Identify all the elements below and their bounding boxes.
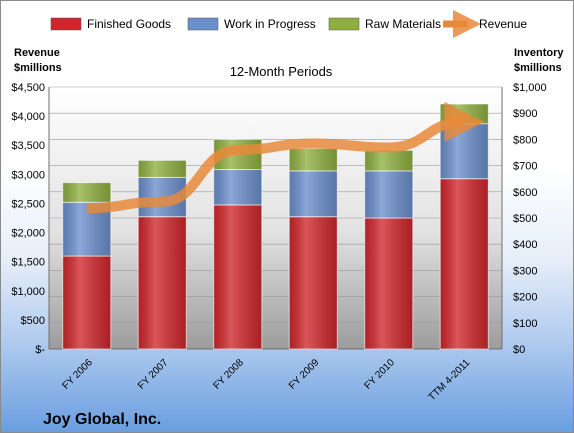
bar-shine [440, 123, 489, 179]
left-tick-label: $1,000 [11, 286, 45, 298]
bar-shine [364, 150, 413, 171]
left-axis-title-line1: Revenue [14, 47, 60, 59]
right-tick-label: $100 [513, 318, 537, 330]
left-axis-title-line2: $millions [14, 62, 62, 74]
left-axis-ticks: $- $500 $1,000 $1,500 $2,000 $2,500 $3,000 $3,5… [11, 82, 45, 356]
legend-label: Raw Materials [365, 17, 441, 31]
bar-shine [364, 170, 413, 218]
gridlines [48, 86, 503, 350]
chart-subtitle: 12-Month Periods [230, 64, 333, 79]
right-tick-label: $0 [513, 344, 525, 356]
bar-shine [364, 218, 413, 349]
bars [62, 103, 489, 350]
right-tick-label: $400 [513, 239, 537, 251]
revenue-line [86, 101, 485, 214]
left-tick-label: $3,500 [11, 140, 45, 152]
legend-swatch [187, 17, 219, 31]
bar-shine [440, 178, 489, 349]
left-tick-label: $- [35, 344, 45, 356]
legend-label: Work in Progress [224, 17, 316, 31]
x-tick-label: FY 2010 [362, 357, 397, 392]
x-tick-label: TTM 4-2011 [427, 357, 473, 403]
x-tick-label: FY 2009 [287, 357, 322, 392]
left-tick-label: $2,500 [11, 198, 45, 210]
left-tick-label: $1,500 [11, 257, 45, 269]
bar-shine [289, 170, 338, 217]
right-tick-label: $700 [513, 161, 537, 173]
x-tick-label: FY 2006 [60, 357, 95, 392]
right-tick-label: $900 [513, 108, 537, 120]
bar-shine [138, 216, 187, 349]
bar-shine [289, 148, 338, 171]
right-tick-label: $800 [513, 134, 537, 146]
legend: Finished Goods Work in Progress Raw Materi… [50, 10, 527, 38]
x-tick-label: FY 2008 [211, 357, 246, 392]
bar-shine [213, 204, 262, 349]
legend-label: Finished Goods [87, 17, 171, 31]
x-tick-label: FY 2007 [136, 357, 171, 392]
right-tick-label: $500 [513, 213, 537, 225]
right-tick-label: $600 [513, 187, 537, 199]
company-title: Joy Global, Inc. [43, 411, 161, 428]
right-tick-label: $200 [513, 292, 537, 304]
right-tick-label: $300 [513, 265, 537, 277]
left-tick-label: $3,000 [11, 169, 45, 181]
bar-shine [138, 160, 187, 178]
left-tick-label: $4,500 [11, 82, 45, 94]
left-tick-label: $4,000 [11, 111, 45, 123]
revenue-series-line [86, 101, 485, 214]
x-axis-ticks: FY 2006 FY 2007 FY 2008 FY 2009 FY 2010 TTM 4… [60, 357, 472, 403]
right-tick-label: $1,000 [513, 82, 547, 94]
bar-shine [289, 216, 338, 349]
bar-shine [213, 169, 262, 205]
left-tick-label: $500 [21, 315, 45, 327]
right-axis-ticks: $0 $100 $200 $300 $400 $500 $600 $700 $800 $900 $1… [513, 82, 547, 356]
left-tick-label: $2,000 [11, 228, 45, 240]
legend-label: Revenue [479, 17, 527, 31]
bar-shine [62, 255, 111, 349]
legend-swatch [50, 17, 82, 31]
right-axis-title-line1: Inventory [514, 47, 564, 59]
bar-shine [62, 182, 111, 203]
legend-swatch [328, 17, 360, 31]
right-axis-title-line2: $millions [514, 62, 562, 74]
